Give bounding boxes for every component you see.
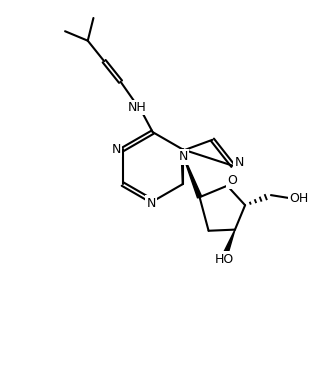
Polygon shape (224, 230, 235, 253)
Text: NH: NH (128, 101, 146, 114)
Polygon shape (182, 151, 202, 198)
Text: N: N (234, 156, 244, 169)
Text: N: N (112, 143, 121, 156)
Text: OH: OH (290, 192, 309, 205)
Text: O: O (227, 174, 237, 187)
Text: N: N (146, 197, 156, 210)
Text: N: N (178, 150, 188, 163)
Text: HO: HO (215, 253, 234, 266)
